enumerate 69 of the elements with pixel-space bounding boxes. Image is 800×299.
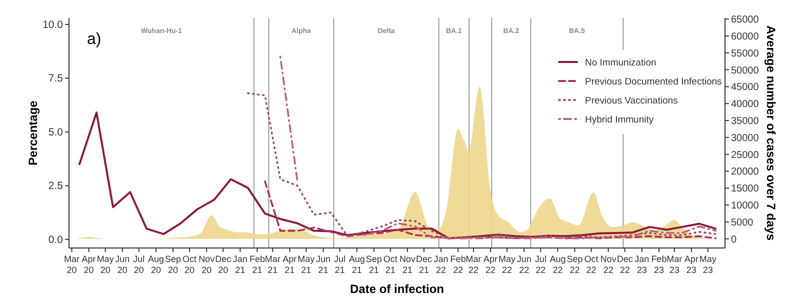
x-tick-label: Jul 22 [534,254,546,275]
x-tick-label: May 22 [498,254,516,275]
x-tick-label: Apr 21 [282,254,297,275]
x-tick-label: Aug 21 [348,254,365,275]
x-tick-label: Aug 22 [550,254,566,275]
x-tick-label: May 20 [96,254,114,275]
legend-label: No Immunization [585,58,656,68]
y-tick-label: 10.0 [42,18,64,31]
y2-tick-label: 20000 [731,166,760,178]
x-tick-label: Jun 22 [516,254,532,275]
x-tick-label: Apr 22 [484,254,498,275]
x-tick-label: Sep 21 [366,254,382,275]
x-tick-label: May 23 [699,254,717,275]
x-tick-label: Dec 22 [616,254,634,275]
x-tick-label: Jun 20 [115,254,130,275]
y2-tick-label: 0 [731,234,737,246]
x-tick-label: Nov 21 [399,254,416,275]
y2-tick-label: 40000 [731,99,760,110]
line-series [78,112,717,240]
x-tick-label: Dec 20 [215,254,232,275]
y2-tick-label: 15000 [731,184,760,195]
y2-tick-label: 45000 [731,82,760,94]
x-tick-label: Oct 21 [383,254,398,275]
x-tick-label: Mar 22 [466,254,482,275]
x-tick-label: Dec 21 [416,254,432,275]
x-tick-label: Jan 23 [634,254,650,275]
y2-tick-label: 55000 [731,48,760,60]
x-axis-title: Date of infection [350,282,444,296]
x-tick-label: Feb 21 [249,254,265,275]
annotation: a) [87,31,102,48]
x-tick-label: Oct 22 [584,254,599,275]
x-tick-label: Mar 23 [666,254,682,275]
y2-tick-label: 35000 [731,116,760,127]
y2-tick-label: 10000 [731,200,760,212]
y-tick-label: 2.5 [48,180,64,192]
y-tick-label: 7.5 [48,72,64,85]
line-series [246,92,717,240]
y2-tick-label: 30000 [731,132,760,144]
y2-tick-label: 25000 [731,150,760,161]
y2-tick-label: 60000 [731,31,760,42]
y2-tick-label: 65000 [731,14,760,26]
x-tick-label: Feb 22 [450,254,466,275]
y-tick-label: 0.0 [48,234,64,246]
legend-label: Hybrid Immunity [585,114,654,126]
x-tick-label: Mar 20 [64,254,80,275]
x-tick-label: Oct 20 [182,254,198,275]
x-tick-label: Jun 21 [316,254,331,275]
legend-label: Previous Vaccinations [585,96,678,106]
y-tick-label: 5.0 [48,126,64,138]
x-tick-label: Apr 20 [82,254,96,275]
y2-tick-label: 50000 [731,65,760,76]
legend-label: Previous Documented Infections [585,76,722,88]
x-tick-label: Sep 22 [566,254,583,275]
x-tick-label: Nov 22 [600,254,617,275]
x-tick-label: Jul 21 [334,254,346,275]
x-tick-label: Nov 20 [198,254,216,275]
x-tick-label: May 21 [298,254,316,275]
x-tick-label: Jan 21 [232,254,248,275]
y2-axis-title: Average number of cases over 7 days [764,26,778,241]
x-tick-label: Apr 23 [684,254,698,275]
x-tick-label: Feb 23 [651,254,667,275]
x-tick-label: Jul 20 [133,254,145,275]
y2-tick-label: 5000 [731,217,754,228]
x-tick-label: Sep 20 [165,254,182,275]
x-tick-label: Aug 20 [148,254,164,275]
line-series [264,180,717,240]
x-tick-label: Jan 22 [434,254,448,275]
x-tick-label: Mar 21 [264,254,280,275]
y-axis-title: Percentage [26,100,40,166]
